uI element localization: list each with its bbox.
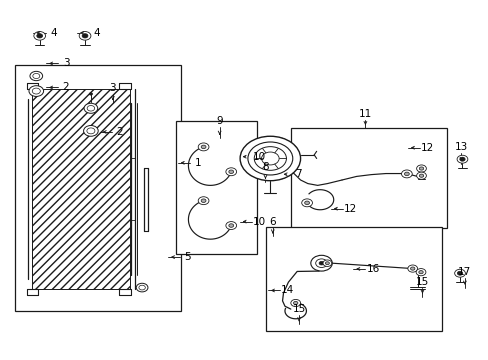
Text: 15: 15	[415, 277, 428, 287]
Circle shape	[29, 86, 43, 96]
Circle shape	[310, 255, 331, 271]
Circle shape	[34, 32, 45, 40]
Circle shape	[456, 271, 462, 275]
Bar	[176, 121, 256, 253]
Circle shape	[82, 34, 88, 38]
Circle shape	[249, 171, 256, 176]
Circle shape	[293, 156, 300, 161]
Text: 17: 17	[457, 267, 470, 277]
Circle shape	[254, 147, 286, 170]
Text: 10: 10	[252, 217, 265, 226]
Bar	[266, 226, 441, 330]
Circle shape	[415, 269, 425, 276]
Circle shape	[33, 73, 40, 78]
Text: 3: 3	[109, 83, 116, 93]
Circle shape	[89, 93, 92, 95]
Circle shape	[325, 262, 329, 265]
Circle shape	[249, 141, 256, 146]
Circle shape	[261, 152, 279, 165]
Circle shape	[241, 150, 247, 156]
Circle shape	[228, 224, 233, 227]
Circle shape	[225, 222, 236, 229]
Bar	[32, 89, 130, 289]
Circle shape	[79, 32, 91, 40]
Circle shape	[418, 167, 423, 170]
Circle shape	[404, 172, 408, 176]
Circle shape	[241, 162, 247, 167]
Circle shape	[418, 174, 423, 177]
Text: 10: 10	[252, 152, 265, 162]
Text: 12: 12	[344, 204, 357, 214]
Circle shape	[225, 168, 236, 176]
Circle shape	[416, 172, 426, 179]
Circle shape	[410, 267, 414, 270]
Circle shape	[83, 126, 98, 136]
Circle shape	[289, 167, 296, 172]
Text: 3: 3	[62, 58, 69, 68]
Circle shape	[201, 199, 205, 202]
Circle shape	[290, 300, 300, 307]
Circle shape	[323, 260, 331, 266]
Circle shape	[32, 88, 40, 94]
Circle shape	[278, 174, 285, 179]
Circle shape	[454, 269, 465, 277]
Circle shape	[289, 145, 296, 150]
Circle shape	[263, 175, 269, 180]
Text: 12: 12	[420, 143, 433, 153]
Circle shape	[201, 145, 205, 149]
Text: 14: 14	[281, 285, 294, 296]
Circle shape	[304, 201, 309, 204]
Circle shape	[247, 142, 292, 175]
Bar	[15, 65, 181, 311]
Circle shape	[401, 170, 411, 178]
Text: 8: 8	[262, 162, 268, 172]
Circle shape	[139, 285, 145, 290]
Text: 15: 15	[292, 305, 305, 314]
Text: 11: 11	[358, 109, 371, 119]
Circle shape	[319, 261, 324, 265]
Text: 9: 9	[216, 116, 223, 126]
Text: 13: 13	[454, 142, 467, 152]
Circle shape	[84, 103, 98, 113]
Circle shape	[416, 165, 426, 172]
Circle shape	[315, 259, 327, 267]
Text: 1: 1	[194, 158, 201, 168]
Circle shape	[37, 34, 42, 38]
Text: 16: 16	[366, 264, 379, 274]
Circle shape	[278, 138, 285, 143]
Text: 2: 2	[116, 127, 123, 137]
Bar	[290, 128, 446, 228]
Text: 6: 6	[269, 217, 276, 226]
Circle shape	[301, 199, 312, 207]
Circle shape	[293, 301, 297, 305]
Circle shape	[263, 136, 269, 141]
Circle shape	[456, 155, 467, 163]
Circle shape	[407, 265, 417, 272]
Circle shape	[87, 128, 95, 134]
Text: 4: 4	[50, 28, 57, 38]
Circle shape	[418, 271, 422, 274]
Circle shape	[240, 136, 300, 181]
Text: 2: 2	[62, 82, 69, 93]
Circle shape	[198, 197, 208, 204]
Circle shape	[136, 283, 148, 292]
Circle shape	[30, 71, 42, 81]
Circle shape	[87, 105, 95, 111]
Circle shape	[198, 143, 208, 151]
Text: 7: 7	[294, 169, 301, 179]
Circle shape	[228, 170, 233, 174]
Text: 5: 5	[184, 252, 191, 262]
Circle shape	[459, 157, 464, 161]
Text: 4: 4	[94, 28, 101, 38]
